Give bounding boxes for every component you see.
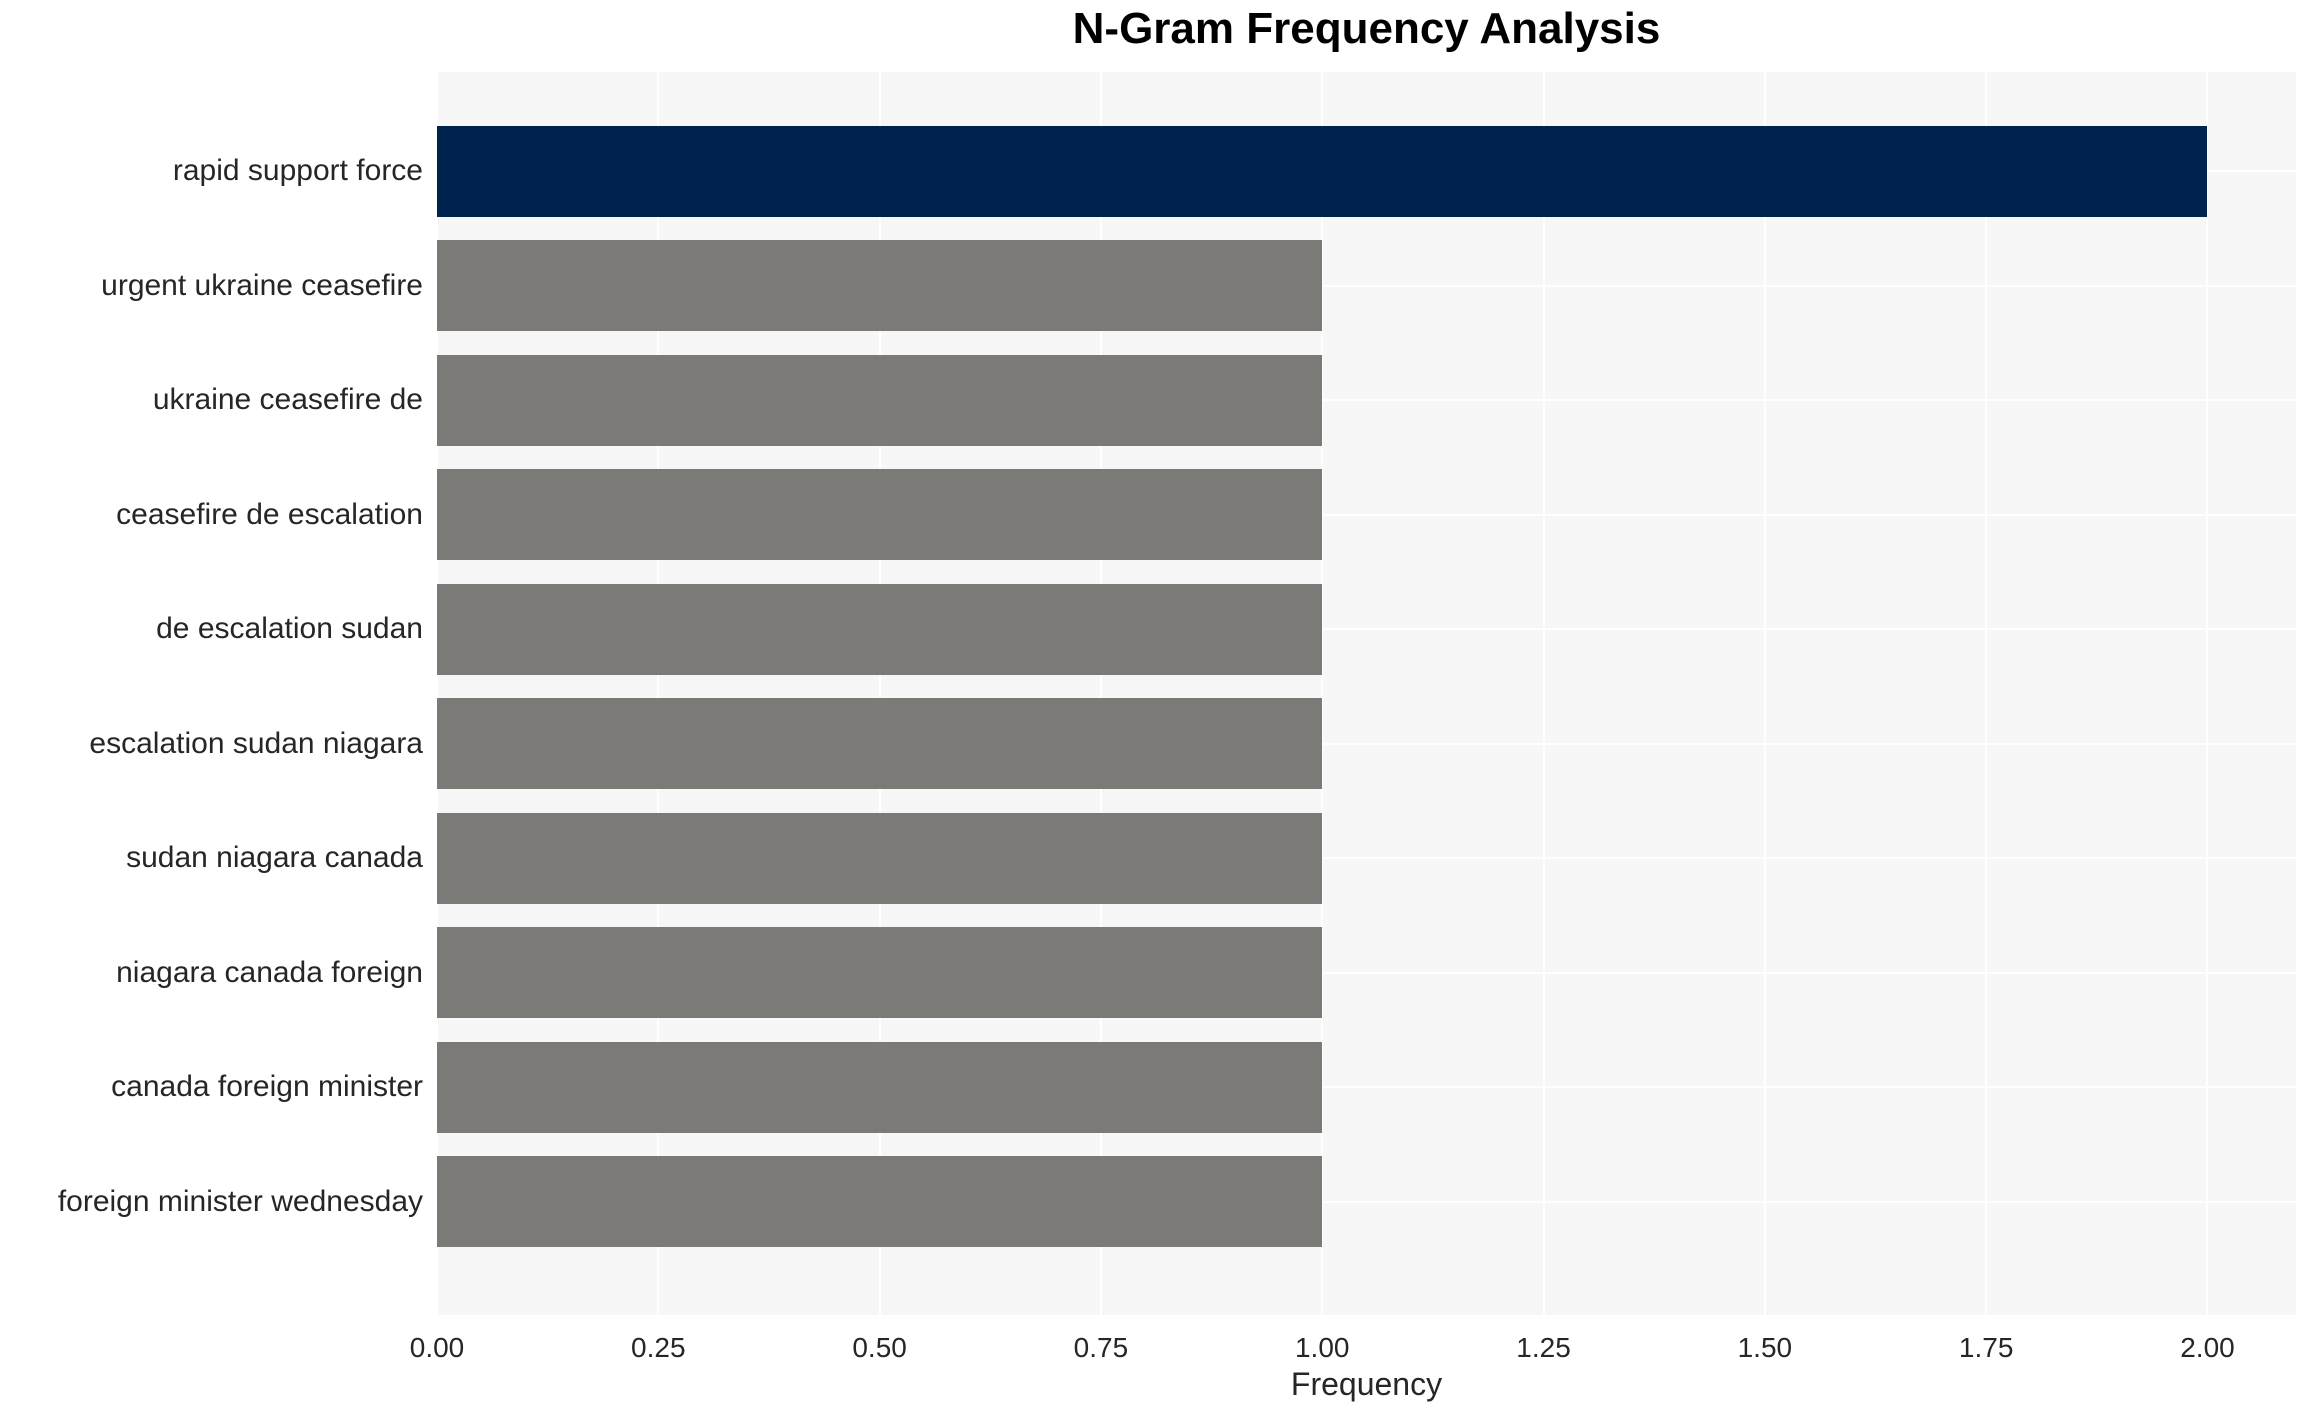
bar xyxy=(437,240,1323,332)
y-gridline xyxy=(437,971,2296,974)
x-gridline xyxy=(2206,72,2209,1315)
bar xyxy=(437,125,2208,217)
y-gridline xyxy=(437,1086,2296,1089)
bar xyxy=(437,1156,1323,1248)
x-axis-tick-label: 1.00 xyxy=(1294,1332,1350,1363)
plot-area xyxy=(436,72,2296,1315)
y-gridline xyxy=(437,1200,2296,1203)
x-gridline xyxy=(1321,72,1324,1315)
y-gridline xyxy=(437,399,2296,402)
x-axis-tick-label: 0.25 xyxy=(631,1332,686,1363)
y-gridline xyxy=(437,284,2296,287)
y-axis-label: ukraine ceasefire de xyxy=(152,383,423,417)
y-gridline xyxy=(437,513,2296,516)
x-axis-title: Frequency xyxy=(1290,1366,1443,1402)
x-axis-tick-label: 0.50 xyxy=(852,1332,907,1363)
bar xyxy=(437,698,1323,790)
x-gridline xyxy=(657,72,660,1315)
y-gridline xyxy=(437,857,2296,860)
y-gridline xyxy=(437,628,2296,631)
x-axis-tick-label: 0.75 xyxy=(1073,1332,1129,1363)
bar xyxy=(437,354,1323,446)
y-gridline xyxy=(437,742,2296,745)
x-gridline xyxy=(436,72,438,1315)
x-gridline xyxy=(878,72,881,1315)
bar xyxy=(437,927,1323,1019)
x-gridline xyxy=(1763,72,1766,1315)
bar xyxy=(437,583,1323,675)
bar xyxy=(437,812,1323,904)
y-axis-label: escalation sudan niagara xyxy=(89,726,423,760)
y-axis-label: foreign minister wednesday xyxy=(57,1184,423,1218)
x-gridline xyxy=(1985,72,1988,1315)
x-gridline xyxy=(1542,72,1545,1315)
bar xyxy=(437,469,1323,561)
y-axis-label: ceasefire de escalation xyxy=(116,497,423,531)
bar xyxy=(437,1041,1323,1133)
y-axis-label: de escalation sudan xyxy=(156,612,423,646)
y-axis-label: niagara canada foreign xyxy=(116,955,423,989)
y-axis-label: urgent ukraine ceasefire xyxy=(101,268,423,302)
y-axis-label: canada foreign minister xyxy=(111,1070,423,1104)
x-axis-tick-label: 1.25 xyxy=(1516,1332,1571,1363)
chart-title: N-Gram Frequency Analysis xyxy=(1072,4,1661,53)
x-gridline xyxy=(1099,72,1102,1315)
x-axis-tick-label: 0.00 xyxy=(409,1332,465,1363)
x-axis-tick-label: 1.75 xyxy=(1958,1332,2014,1363)
y-axis-label: sudan niagara canada xyxy=(126,841,423,875)
x-axis-tick-label: 2.00 xyxy=(2180,1332,2235,1363)
y-axis-label: rapid support force xyxy=(172,154,423,188)
x-axis-tick-label: 1.50 xyxy=(1737,1332,1793,1363)
